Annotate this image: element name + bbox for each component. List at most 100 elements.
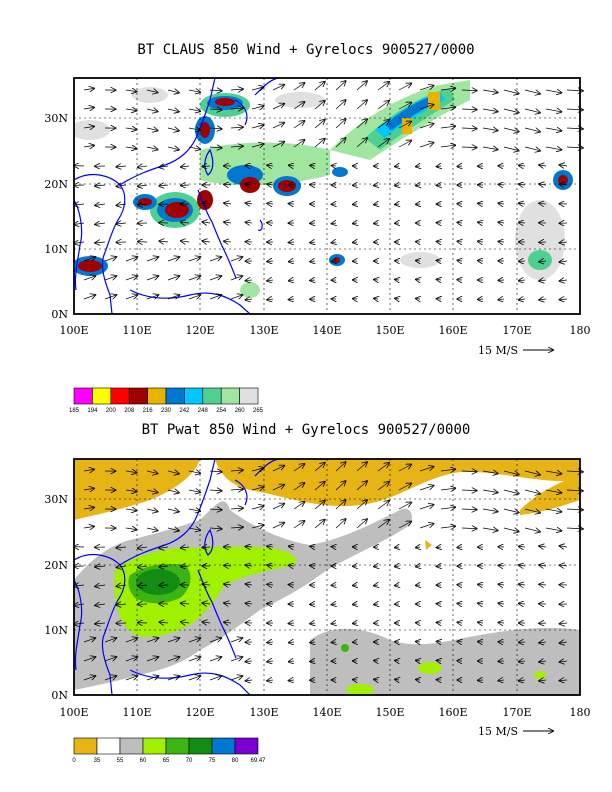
wind-vector: [267, 642, 274, 643]
wind-vector: [560, 165, 568, 166]
wind-vector: [246, 565, 253, 566]
wind-vector: [524, 490, 540, 494]
wind-vector: [461, 109, 477, 110]
wind-vector: [251, 144, 264, 147]
wind-vector: [560, 242, 568, 243]
wind-vector: [202, 584, 211, 585]
colorbar-swatch: [142, 737, 167, 755]
wind-vector: [437, 641, 441, 642]
x-tick-label: 170E: [502, 324, 531, 337]
wind-vector: [539, 661, 547, 662]
wind-vector: [314, 82, 325, 91]
chart2-colorbar: 0 35 55 60 65 70 75 80 69.47: [72, 737, 266, 764]
wind-vector: [224, 222, 232, 223]
wind-vector: [478, 203, 483, 204]
wind-vector: [457, 166, 462, 167]
wind-vector: [335, 519, 346, 529]
wind-vector: [83, 145, 94, 147]
wind-vector: [188, 109, 200, 111]
chart1-wind-vectors: [74, 81, 583, 300]
wind-vector: [416, 185, 420, 186]
wind-vector: [374, 223, 378, 224]
wind-vector: [251, 525, 264, 528]
wind-vector: [560, 680, 568, 681]
wind-vector: [545, 471, 561, 474]
wind-vector: [560, 623, 568, 624]
wind-vector: [335, 81, 346, 91]
wind-vector: [209, 509, 222, 510]
wind-vector: [398, 522, 411, 529]
wind-vector: [167, 90, 179, 93]
wind-vector: [539, 680, 547, 681]
wind-vector: [419, 105, 433, 110]
chart2-wind-scale: 15 M/S: [478, 725, 553, 738]
wind-vector: [519, 584, 526, 585]
wind-vector: [202, 203, 211, 204]
wind-vector: [498, 299, 505, 300]
wind-vector: [246, 680, 253, 681]
wind-vector: [138, 166, 148, 167]
wind-vector: [125, 295, 137, 299]
wind-vector: [457, 547, 462, 548]
wind-vector: [167, 471, 179, 474]
wind-vector: [332, 261, 336, 262]
wind-vector: [188, 257, 200, 261]
wind-vector: [519, 184, 526, 185]
colorbar-label: 75: [209, 758, 216, 764]
colorbar-swatch: [165, 387, 185, 405]
chart1-plot: [70, 77, 583, 315]
wind-vector: [539, 261, 547, 262]
wind-vector: [289, 261, 294, 262]
wind-vector: [251, 506, 264, 509]
wind-vector: [395, 585, 399, 586]
wind-vector: [159, 566, 169, 567]
x-tick-label: 170E: [502, 706, 531, 719]
wind-vector: [267, 165, 274, 166]
wind-vector: [83, 657, 95, 661]
wind-vector: [83, 88, 94, 90]
wind-vector: [83, 126, 94, 128]
wind-vector: [539, 184, 547, 185]
colorbar-swatch: [128, 387, 148, 405]
wind-vector: [560, 642, 568, 643]
wind-vector: [457, 603, 462, 604]
wind-vector: [374, 679, 378, 680]
colorbar-label: 60: [140, 758, 147, 764]
wind-vector: [478, 241, 483, 242]
colorbar-swatch: [184, 387, 204, 405]
wind-vector: [310, 642, 315, 643]
wind-vector: [419, 143, 433, 148]
wind-vector: [167, 128, 179, 131]
wind-vector: [181, 185, 190, 186]
chart1-cloud-fields: [74, 80, 573, 298]
wind-vector: [377, 463, 389, 472]
wind-vector: [125, 638, 137, 642]
wind-vector: [209, 257, 221, 261]
wind-vector: [167, 638, 179, 642]
wind-vector: [356, 500, 367, 510]
wind-vector: [498, 203, 505, 204]
wind-vector: [224, 184, 232, 185]
wind-vector: [181, 547, 190, 548]
wind-vector: [95, 585, 106, 586]
colorbar-label: 80: [232, 758, 239, 764]
wind-vector: [353, 242, 357, 243]
colorbar-swatch: [220, 387, 240, 405]
wind-vector: [125, 528, 137, 530]
wind-vector: [224, 565, 232, 566]
wind-vector: [125, 257, 137, 261]
x-tick-label: 180: [570, 324, 591, 337]
wind-vector: [560, 261, 568, 262]
wind-vector: [519, 603, 526, 604]
wind-vector: [503, 147, 519, 151]
wind-vector: [251, 487, 264, 490]
wind-vector: [457, 641, 462, 642]
wind-vector: [524, 109, 540, 113]
wind-vector: [395, 298, 399, 299]
wind-vector: [310, 546, 315, 547]
wind-vector: [159, 166, 169, 167]
wind-vector: [272, 104, 284, 110]
wind-vector: [230, 657, 242, 661]
wind-vector: [167, 109, 179, 112]
colorbar-swatch: [147, 387, 167, 405]
